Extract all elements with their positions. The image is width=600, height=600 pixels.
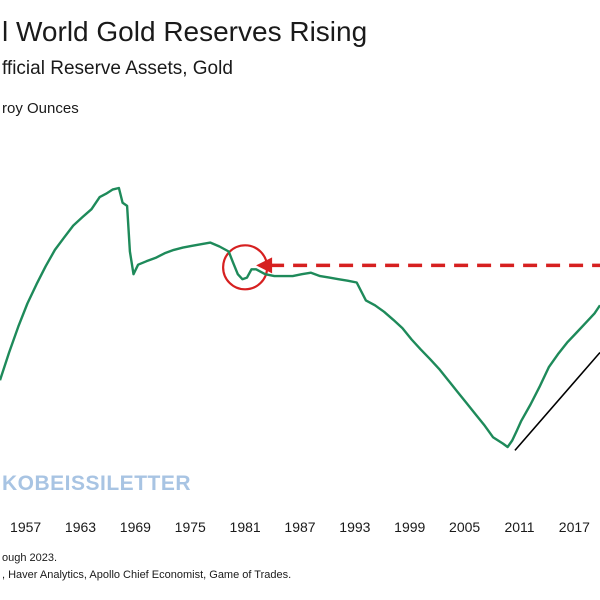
- x-tick-label: 2005: [449, 519, 480, 535]
- x-tick-label: 1999: [394, 519, 425, 535]
- x-tick-label: 1975: [175, 519, 206, 535]
- brand-watermark: KOBEISSILETTER: [2, 472, 192, 495]
- x-tick-label: 1981: [230, 519, 261, 535]
- x-tick-label: 2017: [559, 519, 590, 535]
- series-line: [0, 186, 600, 449]
- x-tick-label: 1987: [284, 519, 315, 535]
- annotations: [222, 244, 600, 451]
- x-tick-label: 1993: [339, 519, 370, 535]
- footnote-period: ough 2023.: [2, 552, 58, 564]
- y-axis-label: roy Ounces: [2, 100, 79, 117]
- x-tick-label: 1969: [120, 519, 151, 535]
- x-tick-label: 1957: [10, 519, 41, 535]
- trend-line: [514, 351, 600, 451]
- x-tick-label: 1963: [65, 519, 96, 535]
- footnote-sources: , Haver Analytics, Apollo Chief Economis…: [2, 569, 292, 581]
- chart-subtitle: fficial Reserve Assets, Gold: [2, 58, 233, 79]
- x-axis-ticks: 1957 1963 1969 1975 1981 1987 1993 1999 2005 2011…: [10, 519, 590, 535]
- chart-title: l World Gold Reserves Rising: [2, 16, 368, 47]
- dashed-arrow-head: [256, 257, 273, 274]
- x-tick-label: 2011: [504, 519, 534, 535]
- plot-area: [0, 186, 600, 449]
